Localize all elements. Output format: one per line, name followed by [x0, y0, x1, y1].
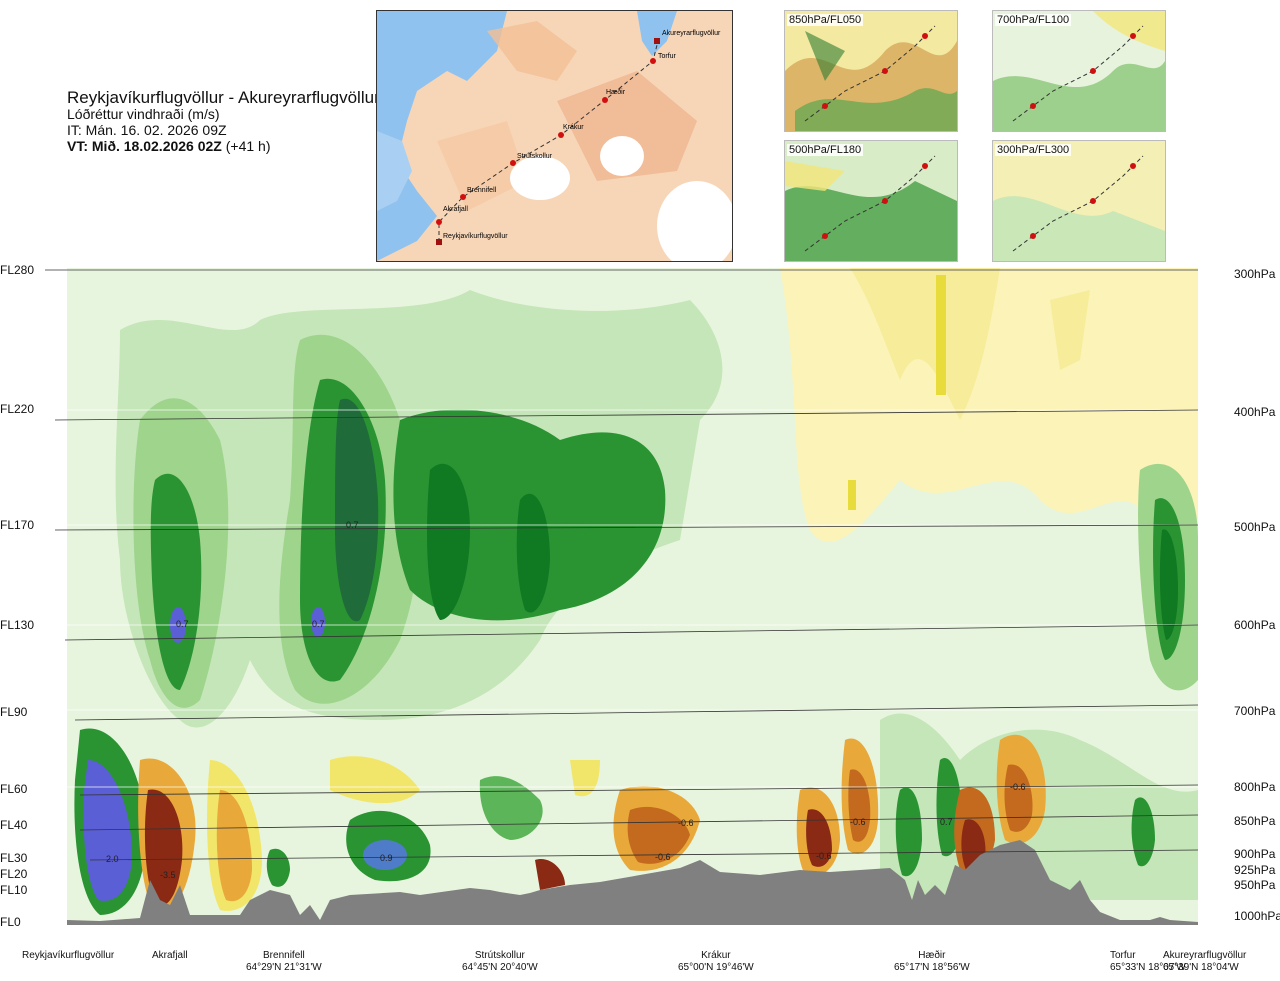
map-label-haedir: Hæðir: [606, 88, 626, 96]
wind-barbs: [45, 269, 1199, 861]
mini-map-500-label: 500hPa/FL180: [787, 144, 864, 156]
title-block: Reykjavíkurflugvöllur - Akureyrarflugvöl…: [67, 88, 380, 154]
mini-map-300: 300hPa/FL300: [992, 140, 1166, 262]
contour-label: -3.5: [160, 870, 176, 880]
mini-map-700: 700hPa/FL100: [992, 10, 1166, 132]
contour-labels: 0.7 0.7 0.7 2.0 -3.5 0.9 -0.6 -0.6 -0.6 …: [106, 520, 1026, 880]
map-label-akureyri: Akureyrarflugvöllur: [662, 30, 721, 37]
mini-map-500: 500hPa/FL180: [784, 140, 958, 262]
route-map: Akureyrarflugvöllur Torfur Hæðir Krákur …: [376, 10, 733, 262]
map-label-akrafjall: Akrafjall: [443, 206, 468, 213]
issue-time: IT: Mán. 16. 02. 2026 09Z: [67, 122, 227, 138]
location-name: Strútskollur: [474, 950, 525, 961]
downdraft-zones: [780, 268, 1198, 542]
pressure-label: 500hPa: [1234, 520, 1276, 534]
chart-title: Reykjavíkurflugvöllur - Akureyrarflugvöl…: [67, 88, 380, 107]
fl-label: FL170: [0, 518, 35, 532]
cross-section-chart: 0.7 0.7 0.7 2.0 -3.5 0.9 -0.6 -0.6 -0.6 …: [45, 268, 1199, 925]
contour-label: 0.7: [312, 619, 325, 629]
mini-map-700-label: 700hPa/FL100: [995, 14, 1072, 26]
contour-label: 0.9: [380, 853, 393, 863]
contour-label: 2.0: [106, 854, 119, 864]
contour-label: -0.6: [655, 852, 671, 862]
location-coord: 65°39'N 18°04'W: [1163, 962, 1239, 973]
mini-map-850-graphic: [785, 11, 957, 131]
location-coord: 65°33'N 18°07'W: [1110, 962, 1186, 973]
location-name: Brennifell: [263, 950, 305, 961]
lower-downdraft-zones: [138, 734, 1046, 915]
map-label-krakur: Krákur: [563, 124, 584, 131]
contour-label: 0.7: [346, 520, 359, 530]
fl-label: FL220: [0, 402, 35, 416]
map-label-brennifell: Brennifell: [467, 187, 497, 194]
pressure-label: 1000hPa: [1234, 909, 1280, 923]
location-label: Reykjavíkurflugvöllur: [22, 950, 114, 962]
contour-label: 0.7: [176, 619, 189, 629]
mini-map-300-graphic: [993, 141, 1165, 261]
pressure-label: 300hPa: [1234, 267, 1276, 281]
location-label: Krákur 65°00'N 19°46'W: [678, 950, 754, 974]
map-label-torfur: Torfur: [658, 53, 677, 60]
location-name: Akrafjall: [152, 950, 188, 961]
pressure-label: 700hPa: [1234, 704, 1276, 718]
fl-label: FL20: [0, 867, 28, 881]
location-name: Krákur: [701, 950, 731, 961]
location-coord: 64°45'N 20°40'W: [462, 962, 538, 973]
pressure-label: 950hPa: [1234, 878, 1276, 892]
mini-map-850: 850hPa/FL050: [784, 10, 958, 132]
location-coord: 64°29'N 21°31'W: [246, 962, 322, 973]
location-label: Hæðir 65°17'N 18°56'W: [894, 950, 970, 974]
fl-label: FL90: [0, 705, 28, 719]
fl-label: FL130: [0, 618, 35, 632]
contour-label: -0.6: [1010, 782, 1026, 792]
fl-label: FL0: [0, 915, 21, 929]
pressure-label: 600hPa: [1234, 618, 1276, 632]
pressure-label: 800hPa: [1234, 780, 1276, 794]
mini-map-850-label: 850hPa/FL050: [787, 14, 864, 26]
contour-label: -0.6: [850, 817, 866, 827]
terrain: [67, 840, 1198, 925]
location-label: Strútskollur 64°45'N 20°40'W: [462, 950, 538, 974]
contour-label: -0.6: [816, 851, 832, 861]
fl-label: FL30: [0, 851, 28, 865]
fl-label: FL40: [0, 818, 28, 832]
pressure-label: 925hPa: [1234, 863, 1276, 877]
updraft-zones: [74, 290, 1198, 915]
valid-time-offset: (+41 h): [221, 138, 271, 154]
fl-label: FL60: [0, 782, 28, 796]
valid-time: VT: Mið. 18.02.2026 02Z (+41 h): [67, 138, 380, 154]
valid-time-bold: VT: Mið. 18.02.2026 02Z: [67, 138, 222, 154]
fl-label: FL10: [0, 883, 28, 897]
fl-label: FL280: [0, 263, 35, 277]
map-label-strutskollur: Strútskollur: [517, 153, 553, 160]
location-label: Brennifell 64°29'N 21°31'W: [246, 950, 322, 974]
location-label: Akureyrarflugvöllur 65°39'N 18°04'W: [1163, 950, 1246, 974]
map-label-reykjavik: Reykjavíkurflugvöllur: [443, 233, 508, 240]
location-name: Reykjavíkurflugvöllur: [22, 950, 115, 961]
mini-map-500-graphic: [785, 141, 957, 261]
pressure-label: 850hPa: [1234, 814, 1276, 828]
location-coord: 65°17'N 18°56'W: [894, 962, 970, 973]
location-name: Hæðir: [918, 950, 946, 961]
chart-subtitle: Lóðréttur vindhraði (m/s): [67, 106, 220, 122]
location-name: Torfur: [1110, 950, 1136, 961]
pressure-label: 400hPa: [1234, 405, 1276, 419]
location-name: Akureyrarflugvöllur: [1163, 950, 1247, 961]
mini-map-300-label: 300hPa/FL300: [995, 144, 1072, 156]
mini-map-700-graphic: [993, 11, 1165, 131]
contour-label: 0.7: [940, 817, 953, 827]
location-coord: 65°00'N 19°46'W: [678, 962, 754, 973]
pressure-label: 900hPa: [1234, 847, 1276, 861]
contour-label: -0.6: [678, 818, 694, 828]
route-map-graphic: Akureyrarflugvöllur Torfur Hæðir Krákur …: [377, 11, 732, 261]
location-label: Akrafjall: [152, 950, 188, 962]
location-label: Torfur 65°33'N 18°07'W: [1110, 950, 1186, 974]
